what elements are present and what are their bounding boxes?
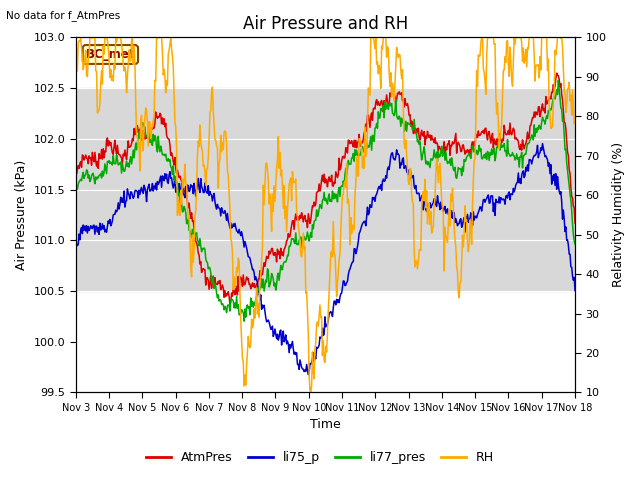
Y-axis label: Relativity Humidity (%): Relativity Humidity (%) — [612, 142, 625, 288]
Text: No data for f_AtmPres: No data for f_AtmPres — [6, 10, 121, 21]
Title: Air Pressure and RH: Air Pressure and RH — [243, 15, 408, 33]
Y-axis label: Air Pressure (kPa): Air Pressure (kPa) — [15, 160, 28, 270]
Text: BC_met: BC_met — [86, 48, 135, 61]
X-axis label: Time: Time — [310, 419, 340, 432]
Legend: AtmPres, li75_p, li77_pres, RH: AtmPres, li75_p, li77_pres, RH — [141, 446, 499, 469]
Bar — [76, 88, 575, 291]
